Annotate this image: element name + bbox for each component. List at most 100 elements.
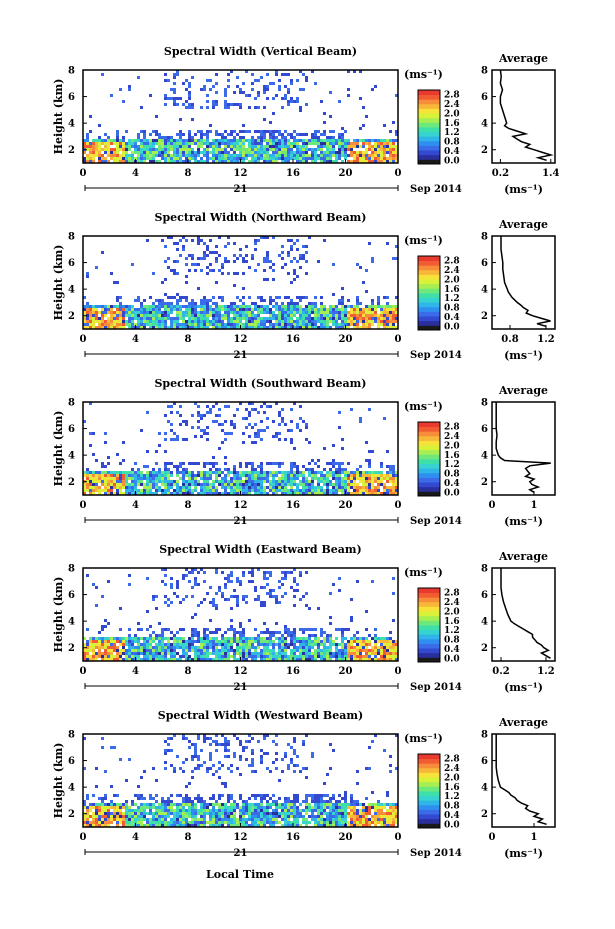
y-tick-label: 8 [68,232,75,243]
date-day: 21 [234,516,248,527]
x-tick-label: 0 [80,832,87,843]
profile-x-tick-label: 0.2 [492,168,509,179]
y-axis-label: Height (km) [52,743,65,819]
x-tick-label: 16 [286,168,300,179]
profile-x-tick-label: 1.4 [542,168,559,179]
colorbar-swatch [418,94,440,100]
colorbar-tick-label: 2.8 [444,755,460,765]
colorbar-swatch [418,140,440,146]
profile-line [499,69,554,162]
colorbar-tick-label: 2.0 [444,275,460,285]
heatmap-cells [83,568,398,661]
profile-title: Average [498,550,548,563]
x-tick-label: 8 [185,832,192,843]
y-tick-label: 2 [68,809,75,820]
colorbar-swatch [418,325,440,331]
colorbar-tick-label: 0.0 [444,323,460,333]
y-tick-label: 8 [68,730,75,741]
colorbar-swatch [418,431,440,437]
y-axis-label: Height (km) [52,411,65,487]
y-axis-label: Height (km) [52,79,65,155]
profile-x-label: (ms⁻¹) [504,847,543,860]
x-tick-label: 12 [234,500,248,511]
colorbar-swatch [418,482,440,488]
colorbar: (ms⁻¹)2.82.42.01.61.20.80.40.0 [404,566,460,665]
colorbar-tick-label: 2.0 [444,773,460,783]
x-tick-label: 8 [185,168,192,179]
colorbar-unit: (ms⁻¹) [404,566,443,579]
x-tick-label: 20 [339,168,353,179]
profile-x-tick-label: 0.8 [501,334,518,345]
panel-1: Spectral Width (Vertical Beam)2468Height… [52,45,560,196]
profile-y-tick-label: 2 [481,145,488,156]
colorbar-tick-label: 2.4 [444,100,460,110]
profile-y-tick-label: 6 [481,92,488,103]
colorbar-swatch [418,122,440,128]
x-tick-label: 4 [132,666,139,677]
profile-x-tick-label: 1.2 [537,334,554,345]
y-tick-label: 4 [68,451,75,462]
y-tick-label: 6 [68,92,75,103]
profile-y-tick-label: 4 [481,783,488,794]
colorbar-swatch [418,459,440,465]
colorbar-tick-label: 2.0 [444,607,460,617]
colorbar-swatch [418,269,440,275]
y-tick-label: 4 [68,285,75,296]
colorbar-tick-label: 1.2 [444,294,460,304]
colorbar-tick-label: 0.8 [444,802,460,812]
y-tick-label: 4 [68,783,75,794]
x-tick-label: 0 [395,168,402,179]
colorbar-swatch [418,449,440,455]
profile-y-tick-label: 8 [481,564,488,575]
profile-y-tick-label: 8 [481,232,488,243]
y-tick-label: 8 [68,398,75,409]
colorbar-swatch [418,108,440,114]
colorbar-swatch [418,136,440,142]
x-tick-label: 0 [80,666,87,677]
colorbar-tick-label: 1.2 [444,792,460,802]
colorbar-unit: (ms⁻¹) [404,68,443,81]
y-tick-label: 2 [68,477,75,488]
x-tick-label: 20 [339,500,353,511]
colorbar-swatch [418,611,440,617]
colorbar-swatch [418,648,440,654]
y-tick-label: 2 [68,311,75,322]
date-day: 21 [234,848,248,859]
y-tick-label: 6 [68,424,75,435]
y-tick-label: 6 [68,590,75,601]
colorbar-tick-label: 0.4 [444,147,460,157]
colorbar-swatch [418,440,440,446]
colorbar-swatch [418,791,440,797]
colorbar-swatch [418,781,440,787]
colorbar-swatch [418,601,440,607]
y-tick-label: 4 [68,119,75,130]
x-tick-label: 16 [286,666,300,677]
profile-y-tick-label: 6 [481,590,488,601]
average-profile: Average 2 4 6 8 0 1 (ms⁻¹) [481,384,556,528]
colorbar-swatch [418,620,440,626]
colorbar-tick-label: 1.6 [444,617,460,627]
x-tick-label: 16 [286,334,300,345]
profile-line [500,236,551,328]
colorbar-tick-label: 2.8 [444,257,460,267]
profile-y-tick-label: 8 [481,66,488,77]
profile-y-tick-label: 8 [481,730,488,741]
colorbar-swatch [418,468,440,474]
y-tick-label: 2 [68,643,75,654]
profile-x-label: (ms⁻¹) [504,349,543,362]
colorbar-tick-label: 2.4 [444,266,460,276]
x-tick-label: 8 [185,334,192,345]
profile-frame [491,401,556,496]
date-day: 21 [234,184,248,195]
colorbar-tick-label: 1.2 [444,128,460,138]
profile-x-label: (ms⁻¹) [504,183,543,196]
date-day: 21 [234,682,248,693]
colorbar-swatch [418,145,440,151]
y-axis-label: Height (km) [52,245,65,321]
colorbar: (ms⁻¹)2.82.42.01.61.20.80.40.0 [404,732,460,831]
x-tick-label: 8 [185,500,192,511]
colorbar-swatch [418,297,440,303]
colorbar-swatch [418,103,440,109]
colorbar-swatch [418,306,440,312]
colorbar-swatch [418,625,440,631]
